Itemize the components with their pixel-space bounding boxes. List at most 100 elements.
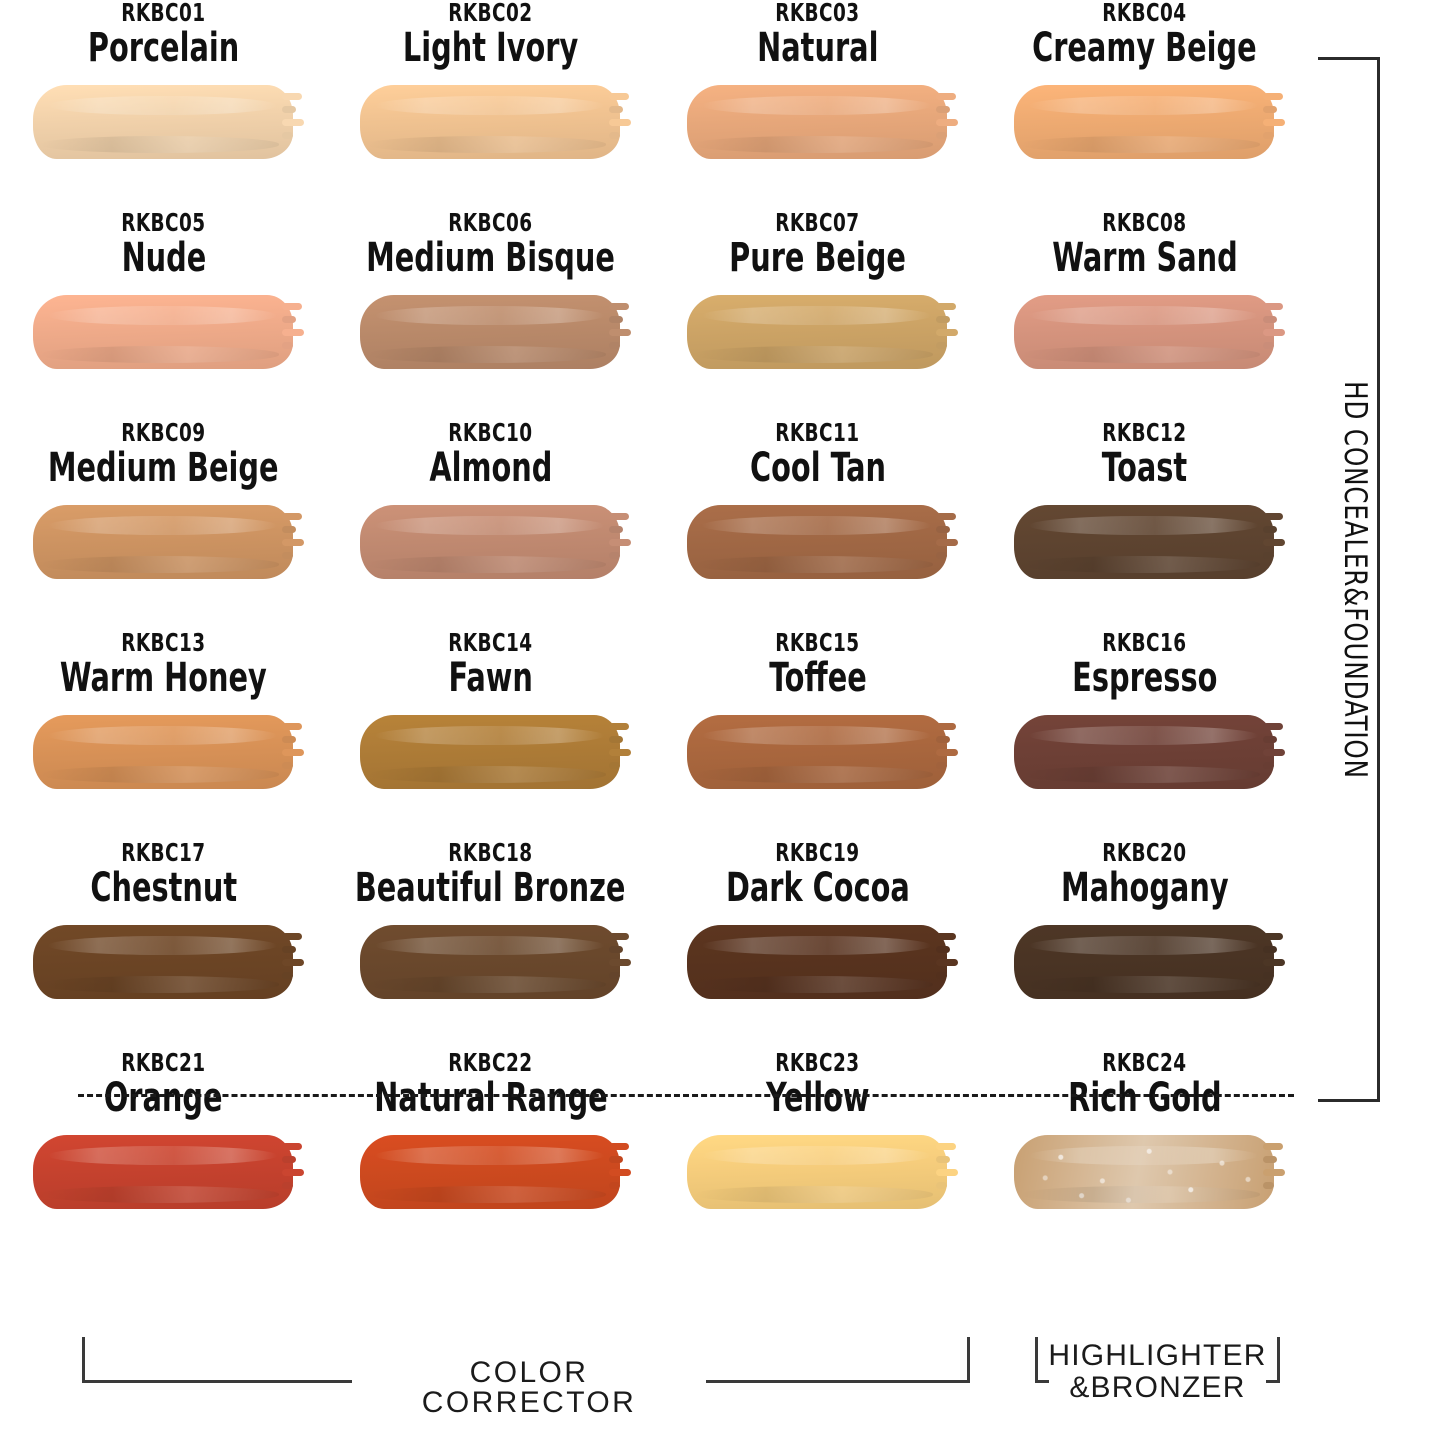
shade-cell[interactable]: RKBC05 Nude <box>0 210 327 420</box>
swatch-color <box>1013 715 1274 790</box>
shade-swatch[interactable] <box>1013 291 1285 373</box>
swatch-color <box>1013 295 1274 370</box>
shade-cell[interactable]: RKBC08 Warm Sand <box>981 210 1308 420</box>
shade-swatch[interactable] <box>359 1131 631 1213</box>
shade-swatch[interactable] <box>1013 501 1285 583</box>
shade-swatch[interactable] <box>686 291 958 373</box>
shade-name: Toffee <box>768 655 867 701</box>
shade-cell[interactable]: RKBC06 Medium Bisque <box>327 210 654 420</box>
shade-cell[interactable]: RKBC13 Warm Honey <box>0 630 327 840</box>
shade-swatch[interactable] <box>686 921 958 1003</box>
swatch-color <box>359 505 620 580</box>
shade-code: RKBC04 <box>1102 0 1187 27</box>
shade-name: Nude <box>121 235 206 281</box>
shade-swatch[interactable] <box>359 711 631 793</box>
shade-cell[interactable]: RKBC19 Dark Cocoa <box>654 840 981 1050</box>
shade-swatch[interactable] <box>1013 81 1285 163</box>
shade-cell[interactable]: RKBC24 Rich Gold <box>981 1050 1308 1225</box>
swatch-color <box>686 295 947 370</box>
shade-cell[interactable]: RKBC12 Toast <box>981 420 1308 630</box>
shade-swatch[interactable] <box>32 921 304 1003</box>
shade-name: Dark Cocoa <box>725 865 910 911</box>
shade-grid: RKBC01 Porcelain RKBC02 Light Ivory RKBC03 Na… <box>0 0 1310 1225</box>
highlighter-label-line2: &BRONZER <box>1069 1371 1246 1405</box>
highlighter-bracket-right <box>1266 1337 1280 1383</box>
swatch-color <box>32 85 293 160</box>
shade-cell[interactable]: RKBC20 Mahogany <box>981 840 1308 1050</box>
concealer-foundation-label-text: HD CONCEALER&FOUNDATION <box>1337 380 1373 779</box>
shade-swatch[interactable] <box>32 291 304 373</box>
shade-swatch[interactable] <box>1013 711 1285 793</box>
shade-row: RKBC13 Warm Honey RKBC14 Fawn RKBC15 Toffee RK… <box>0 630 1310 840</box>
shade-row: RKBC21 Orange RKBC22 Natural Range RKBC23 Yel… <box>0 1050 1310 1225</box>
shade-code: RKBC02 <box>448 0 533 27</box>
shade-code: RKBC22 <box>448 1048 533 1077</box>
shade-cell[interactable]: RKBC10 Almond <box>327 420 654 630</box>
swatch-color <box>359 715 620 790</box>
swatch-color <box>359 1135 620 1210</box>
shade-cell[interactable]: RKBC15 Toffee <box>654 630 981 840</box>
shade-name: Almond <box>428 445 553 491</box>
shade-cell[interactable]: RKBC04 Creamy Beige <box>981 0 1308 210</box>
swatch-color <box>32 925 293 1000</box>
shade-swatch[interactable] <box>359 291 631 373</box>
shade-cell[interactable]: RKBC22 Natural Range <box>327 1050 654 1225</box>
shade-code: RKBC21 <box>121 1048 206 1077</box>
shade-swatch[interactable] <box>1013 1131 1285 1213</box>
shade-swatch[interactable] <box>359 501 631 583</box>
shade-cell[interactable]: RKBC16 Espresso <box>981 630 1308 840</box>
shade-code: RKBC12 <box>1102 418 1187 447</box>
shade-row: RKBC09 Medium Beige RKBC10 Almond RKBC11 Cool… <box>0 420 1310 630</box>
shade-cell[interactable]: RKBC23 Yellow <box>654 1050 981 1225</box>
shade-code: RKBC16 <box>1102 628 1187 657</box>
shade-swatch[interactable] <box>686 81 958 163</box>
shade-code: RKBC11 <box>775 418 860 447</box>
shade-cell[interactable]: RKBC01 Porcelain <box>0 0 327 210</box>
shade-cell[interactable]: RKBC21 Orange <box>0 1050 327 1225</box>
shade-cell[interactable]: RKBC14 Fawn <box>327 630 654 840</box>
highlighter-bronzer-label: HIGHLIGHTER &BRONZER <box>1035 1339 1280 1405</box>
shade-name: Orange <box>104 1075 223 1121</box>
shade-name: Natural Range <box>373 1075 608 1121</box>
group-divider <box>78 1094 1294 1097</box>
shade-cell[interactable]: RKBC07 Pure Beige <box>654 210 981 420</box>
shade-cell[interactable]: RKBC03 Natural <box>654 0 981 210</box>
shade-cell[interactable]: RKBC18 Beautiful Bronze <box>327 840 654 1050</box>
shade-swatch[interactable] <box>32 81 304 163</box>
shade-cell[interactable]: RKBC17 Chestnut <box>0 840 327 1050</box>
shade-code: RKBC07 <box>775 208 860 237</box>
swatch-color <box>32 295 293 370</box>
shade-code: RKBC01 <box>121 0 206 27</box>
swatch-color <box>686 505 947 580</box>
shade-swatch[interactable] <box>1013 921 1285 1003</box>
shade-swatch[interactable] <box>359 921 631 1003</box>
shade-name: Espresso <box>1071 655 1218 701</box>
shade-swatch[interactable] <box>32 1131 304 1213</box>
swatch-color <box>1013 1135 1274 1210</box>
shade-code: RKBC24 <box>1102 1048 1187 1077</box>
shade-swatch[interactable] <box>32 711 304 793</box>
shade-swatch[interactable] <box>359 81 631 163</box>
shade-name: Medium Beige <box>48 445 279 491</box>
shade-name: Mahogany <box>1060 865 1229 911</box>
shade-cell[interactable]: RKBC11 Cool Tan <box>654 420 981 630</box>
swatch-color <box>686 1135 947 1210</box>
swatch-color <box>359 925 620 1000</box>
shade-code: RKBC05 <box>121 208 206 237</box>
shade-code: RKBC17 <box>121 838 206 867</box>
shade-cell[interactable]: RKBC02 Light Ivory <box>327 0 654 210</box>
shade-code: RKBC15 <box>775 628 860 657</box>
shade-swatch[interactable] <box>686 1131 958 1213</box>
shade-name: Medium Bisque <box>366 235 615 281</box>
shade-name: Toast <box>1101 445 1188 491</box>
shade-name: Porcelain <box>87 25 240 71</box>
shade-code: RKBC19 <box>775 838 860 867</box>
shade-name: Beautiful Bronze <box>355 865 626 911</box>
shade-swatch[interactable] <box>686 501 958 583</box>
shade-swatch[interactable] <box>686 711 958 793</box>
shade-swatch[interactable] <box>32 501 304 583</box>
shade-cell[interactable]: RKBC09 Medium Beige <box>0 420 327 630</box>
shade-code: RKBC06 <box>448 208 533 237</box>
swatch-color <box>32 715 293 790</box>
